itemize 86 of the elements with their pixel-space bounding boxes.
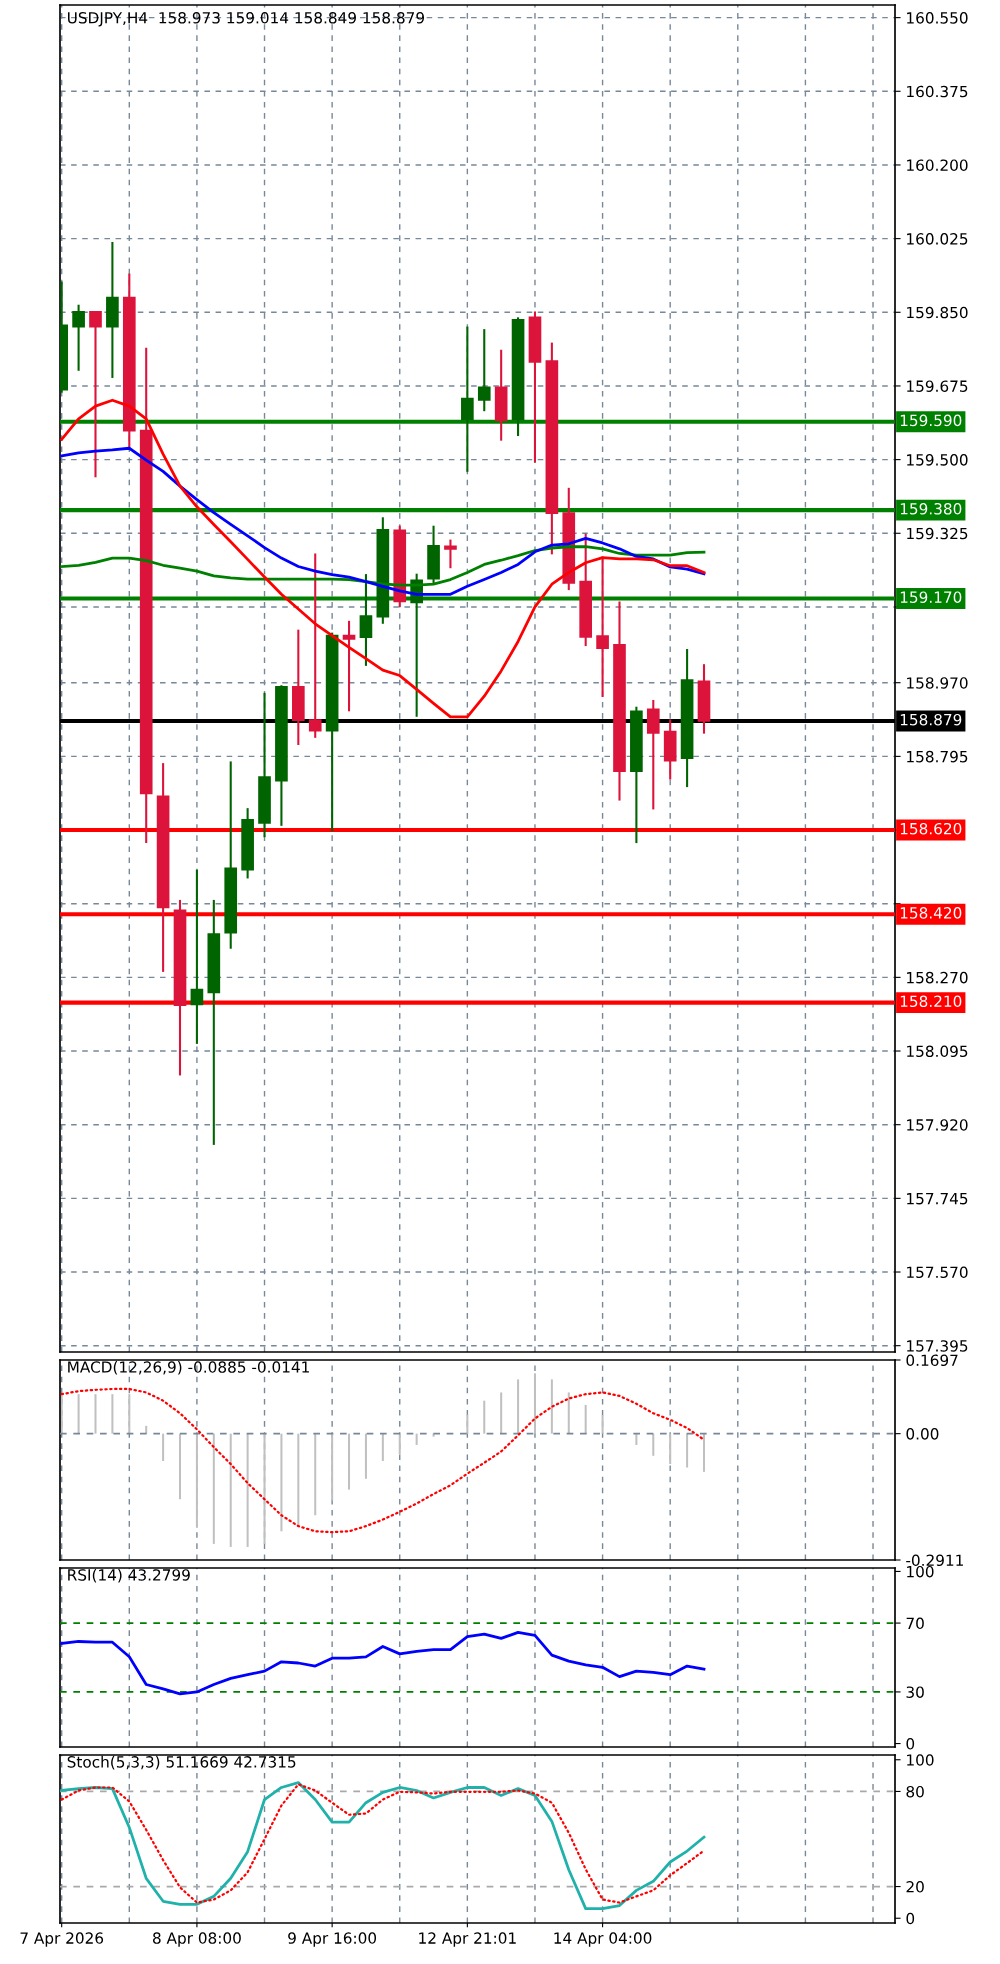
bar	[483, 1400, 486, 1434]
bar	[500, 1392, 503, 1434]
bar	[162, 1433, 165, 1461]
ref-line-label: 158.420	[900, 907, 962, 919]
line-series	[60, 398, 706, 719]
bar	[314, 1433, 317, 1516]
bar	[432, 1433, 435, 1437]
y-tick-label: 159.325	[907, 527, 968, 540]
bar	[179, 1433, 182, 1500]
ref-line-label: 158.879	[900, 713, 962, 726]
chart-title: RSI(14) 43.2799	[68, 1568, 190, 1583]
y-tick-label: 0.00	[906, 1428, 939, 1440]
candlestick	[359, 573, 373, 667]
bar	[60, 1394, 63, 1434]
candlestick	[342, 619, 356, 713]
bar	[77, 1394, 80, 1434]
ref-line-label: 158.620	[900, 822, 962, 835]
x-tick-label: 12 Apr 21:01	[419, 1932, 516, 1947]
bar	[702, 1433, 706, 1472]
bar	[415, 1433, 418, 1445]
x-tick-label: 7 Apr 2026	[20, 1932, 104, 1947]
y-tick-label: 20	[906, 1881, 924, 1893]
chart-title: MACD(12,26,9) -0.0885 -0.0141	[68, 1361, 309, 1375]
line-series	[60, 1630, 706, 1696]
y-tick-label: 0	[906, 1738, 915, 1750]
y-tick-label: 160.550	[907, 12, 968, 24]
bar	[686, 1433, 689, 1468]
bar	[111, 1394, 114, 1434]
y-tick-label: 0	[906, 1912, 915, 1925]
chart-title: Stoch(5,3,3) 51.1669 42.7315	[67, 1755, 296, 1770]
y-tick-label: -0.2911	[906, 1554, 963, 1567]
candlestick	[89, 310, 102, 479]
x-tick-label: 9 Apr 16:00	[288, 1932, 377, 1947]
y-tick-label: 158.970	[907, 677, 968, 689]
y-tick-label: 70	[906, 1617, 924, 1630]
y-tick-label: 100	[907, 1565, 934, 1578]
bar	[297, 1433, 300, 1525]
bar	[280, 1433, 283, 1532]
y-tick-label: 158.270	[907, 971, 968, 984]
bar	[567, 1392, 570, 1434]
candlestick	[461, 325, 474, 473]
ref-line-label: 158.210	[900, 995, 962, 1008]
bar	[381, 1433, 384, 1461]
candlestick	[477, 328, 491, 413]
line-series	[60, 446, 706, 596]
bar	[229, 1433, 232, 1547]
bar	[263, 1433, 266, 1544]
y-tick-label: 157.395	[907, 1340, 968, 1352]
ref-line-label: 159.590	[900, 414, 962, 427]
bar	[635, 1433, 638, 1445]
bar	[364, 1433, 367, 1479]
line-series	[60, 1387, 706, 1534]
bar	[550, 1379, 553, 1434]
y-tick-label: 157.920	[907, 1119, 968, 1131]
y-tick-label: 160.375	[907, 85, 968, 98]
bar	[652, 1433, 655, 1456]
candlestick	[646, 698, 660, 811]
y-tick-label: 30	[906, 1686, 924, 1698]
x-tick-label: 8 Apr 08:00	[153, 1932, 241, 1947]
bar	[517, 1379, 520, 1434]
candlestick	[190, 868, 204, 1045]
y-tick-label: 0.1697	[906, 1354, 958, 1367]
ref-line-label: 159.380	[900, 503, 962, 515]
ref-line-label: 159.170	[900, 591, 962, 603]
candlestick	[444, 538, 457, 570]
y-tick-label: 159.850	[907, 306, 968, 319]
candlestick	[308, 552, 322, 739]
y-tick-label: 159.675	[907, 380, 968, 392]
y-tick-label: 158.795	[907, 750, 968, 763]
y-tick-label: 160.200	[907, 159, 968, 171]
y-tick-label: 159.500	[907, 454, 968, 466]
y-tick-label: 157.570	[907, 1266, 968, 1279]
y-tick-label: 157.745	[907, 1193, 968, 1205]
y-tick-label: 158.095	[907, 1045, 968, 1058]
line-series	[60, 545, 706, 587]
bar	[212, 1433, 215, 1544]
y-tick-label: 100	[907, 1754, 934, 1766]
y-tick-label: 80	[906, 1785, 924, 1798]
candlestick	[72, 303, 85, 372]
bar	[584, 1405, 587, 1434]
x-tick-label: 14 Apr 04:00	[554, 1932, 652, 1947]
y-tick-label: 160.025	[907, 233, 968, 245]
bar	[348, 1433, 351, 1490]
chart-title: USDJPY,H4 158.973 159.014 158.849 158.879	[68, 12, 425, 27]
bar	[246, 1433, 249, 1547]
bar	[94, 1394, 97, 1434]
